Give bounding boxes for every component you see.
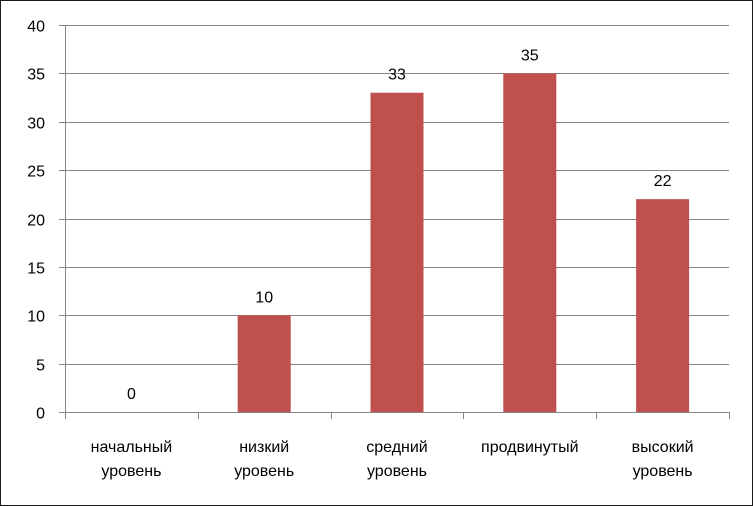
data-label: 33 (388, 67, 406, 84)
y-tick-label: 40 (27, 19, 45, 36)
bar (636, 199, 690, 412)
x-category-label: высокий уровень (632, 439, 694, 480)
x-category-label-line: средний (366, 439, 428, 456)
x-category-label-line: низкий (239, 439, 289, 456)
y-tick-label: 20 (27, 213, 45, 230)
x-category-label: начальный уровень (91, 439, 173, 480)
x-category-label: продвинутый (481, 439, 578, 456)
bar (503, 73, 557, 412)
x-category-label-line: начальный (91, 439, 173, 456)
y-tick-label: 10 (27, 309, 45, 326)
x-category-label-line: продвинутый (481, 439, 578, 456)
data-label: 0 (127, 386, 136, 403)
y-tick-label: 30 (27, 116, 45, 133)
bars (237, 73, 690, 412)
labels: 0 5 10 15 20 25 30 35 40 0 начальный уровень 10 низки… (27, 19, 693, 481)
bar (237, 315, 291, 412)
x-category-label-line: уровень (633, 463, 693, 480)
x-category-label-line: уровень (101, 463, 161, 480)
y-tick-label: 35 (27, 67, 45, 84)
x-category-label: средний уровень (366, 439, 428, 480)
y-tick-label: 15 (27, 261, 45, 278)
data-label: 10 (255, 289, 273, 306)
x-category-label-line: уровень (367, 463, 427, 480)
y-tick-label: 0 (36, 406, 45, 423)
x-category-label: низкий уровень (234, 439, 294, 480)
y-tick-label: 25 (27, 164, 45, 181)
axes (59, 25, 730, 419)
data-label: 35 (521, 47, 539, 64)
x-category-label-line: высокий (632, 439, 694, 456)
data-label: 22 (654, 173, 672, 190)
y-tick-label: 5 (36, 358, 45, 375)
bar (370, 92, 424, 412)
x-category-label-line: уровень (234, 463, 294, 480)
